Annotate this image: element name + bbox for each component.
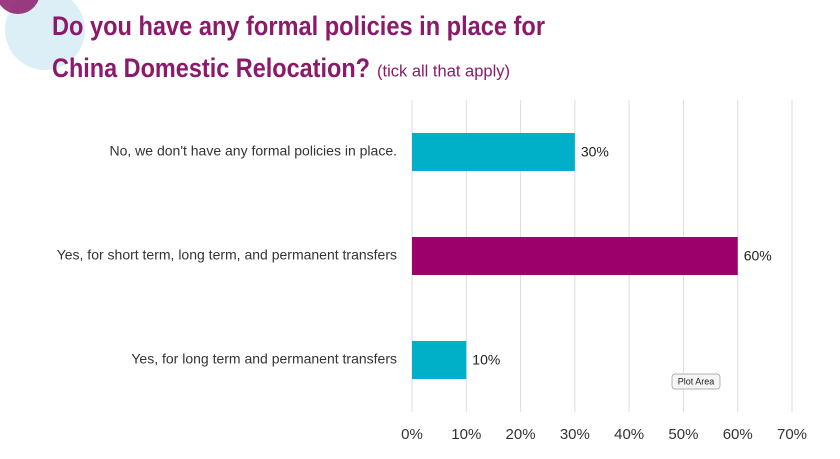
value-label: 60% bbox=[744, 248, 772, 264]
category-label: Yes, for short term, long term, and perm… bbox=[57, 247, 397, 263]
category-label: Yes, for long term and permanent transfe… bbox=[131, 351, 397, 367]
decor-circle bbox=[5, 0, 85, 70]
x-tick-label: 70% bbox=[777, 426, 807, 443]
x-tick-label: 30% bbox=[560, 426, 590, 443]
bar bbox=[412, 341, 467, 379]
category-label: No, we don't have any formal policies in… bbox=[110, 143, 398, 159]
value-label: 30% bbox=[581, 144, 609, 160]
x-tick-label: 60% bbox=[723, 426, 753, 443]
x-tick-label: 10% bbox=[451, 426, 481, 443]
chart-subtitle: (tick all that apply) bbox=[377, 61, 510, 80]
tooltip: Plot Area bbox=[678, 376, 715, 386]
x-tick-label: 0% bbox=[401, 426, 423, 443]
chart-title: China Domestic Relocation? bbox=[52, 53, 370, 83]
chart-title: Do you have any formal policies in place… bbox=[52, 11, 545, 41]
value-label: 10% bbox=[472, 352, 500, 368]
bar bbox=[412, 237, 738, 275]
x-tick-label: 50% bbox=[668, 426, 698, 443]
x-tick-label: 20% bbox=[506, 426, 536, 443]
x-tick-label: 40% bbox=[614, 426, 644, 443]
decor-circle bbox=[0, 0, 39, 14]
bar bbox=[412, 133, 575, 171]
tooltip-box bbox=[671, 373, 721, 390]
